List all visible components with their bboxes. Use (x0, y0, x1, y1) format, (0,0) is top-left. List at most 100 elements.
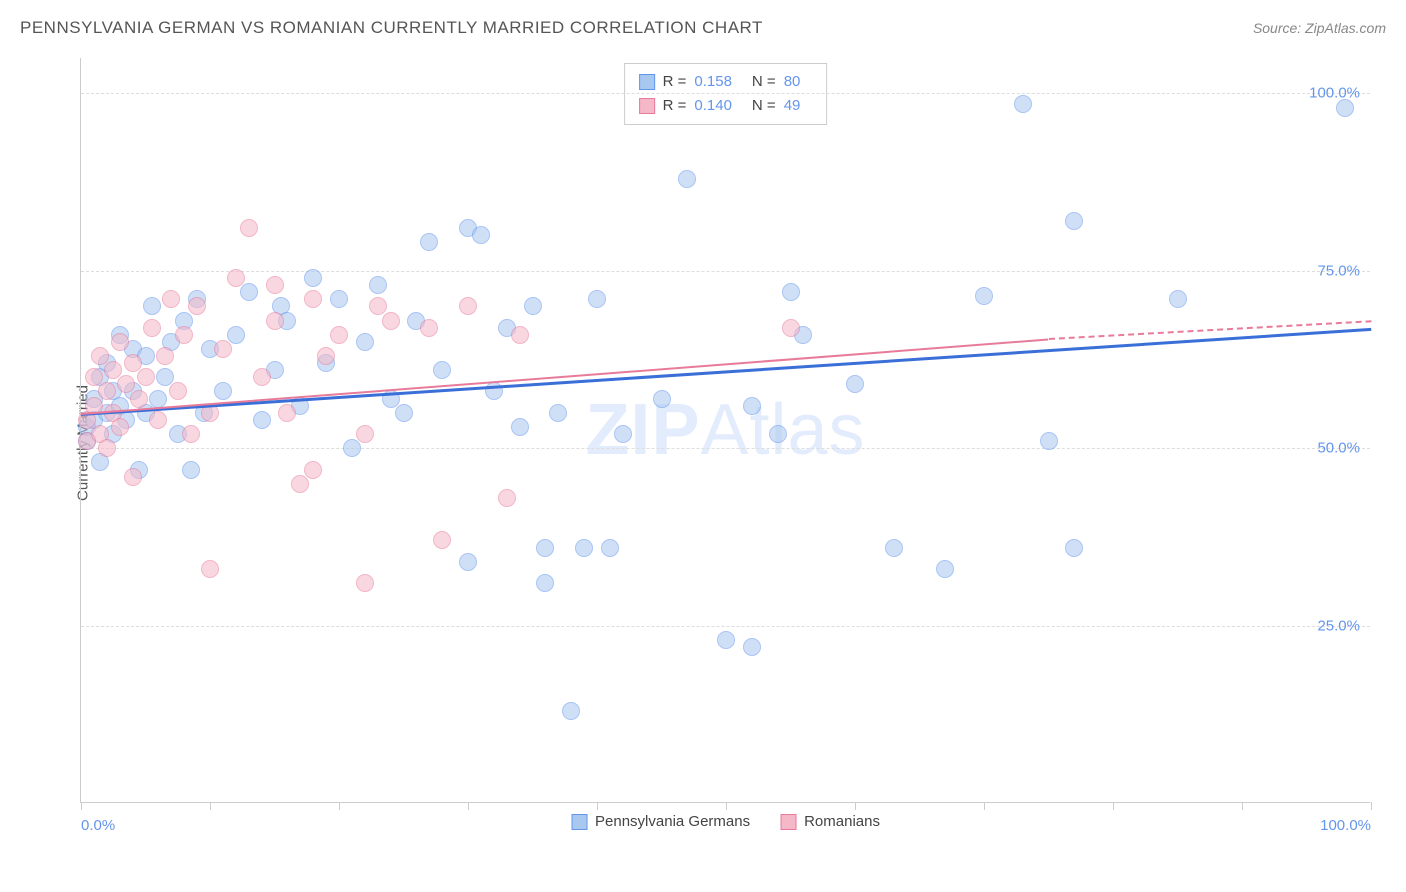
x-tick (1113, 802, 1114, 810)
x-tick (468, 802, 469, 810)
data-point (253, 411, 271, 429)
data-point (214, 382, 232, 400)
data-point (936, 560, 954, 578)
x-tick (339, 802, 340, 810)
chart-source: Source: ZipAtlas.com (1253, 20, 1386, 36)
y-tick-label: 50.0% (1317, 440, 1360, 457)
data-point (395, 404, 413, 422)
data-point (459, 297, 477, 315)
plot-area: ZIPAtlas R = 0.158 N = 80 R = 0.140 N = … (80, 58, 1370, 803)
data-point (782, 283, 800, 301)
chart-container: Currently Married ZIPAtlas R = 0.158 N =… (50, 58, 1390, 828)
data-point (511, 326, 529, 344)
gridline (81, 93, 1370, 94)
data-point (143, 297, 161, 315)
swatch-series-2 (639, 98, 655, 114)
data-point (137, 368, 155, 386)
data-point (1014, 95, 1032, 113)
data-point (536, 539, 554, 557)
data-point (472, 226, 490, 244)
gridline (81, 626, 1370, 627)
data-point (182, 425, 200, 443)
data-point (291, 475, 309, 493)
data-point (459, 553, 477, 571)
data-point (356, 574, 374, 592)
legend-item-2: Romanians (780, 813, 880, 830)
data-point (266, 312, 284, 330)
data-point (420, 319, 438, 337)
chart-title: PENNSYLVANIA GERMAN VS ROMANIAN CURRENTL… (20, 18, 763, 38)
data-point (743, 638, 761, 656)
data-point (1169, 290, 1187, 308)
data-point (169, 382, 187, 400)
data-point (149, 411, 167, 429)
data-point (588, 290, 606, 308)
data-point (1065, 539, 1083, 557)
data-point (885, 539, 903, 557)
data-point (111, 418, 129, 436)
data-point (98, 382, 116, 400)
data-point (356, 333, 374, 351)
y-tick-label: 100.0% (1309, 85, 1360, 102)
data-point (330, 326, 348, 344)
data-point (601, 539, 619, 557)
data-point (511, 418, 529, 436)
data-point (549, 404, 567, 422)
data-point (498, 489, 516, 507)
x-tick (81, 802, 82, 810)
data-point (1336, 99, 1354, 117)
y-tick-label: 75.0% (1317, 262, 1360, 279)
data-point (562, 702, 580, 720)
x-tick (984, 802, 985, 810)
data-point (201, 560, 219, 578)
data-point (149, 390, 167, 408)
data-point (975, 287, 993, 305)
r-value-1: 0.158 (694, 70, 732, 94)
data-point (240, 283, 258, 301)
bottom-legend: Pennsylvania Germans Romanians (571, 813, 880, 830)
data-point (769, 425, 787, 443)
data-point (98, 439, 116, 457)
data-point (330, 290, 348, 308)
data-point (433, 361, 451, 379)
x-tick (726, 802, 727, 810)
data-point (846, 375, 864, 393)
data-point (782, 319, 800, 337)
correlation-row-2: R = 0.140 N = 49 (639, 94, 813, 118)
data-point (536, 574, 554, 592)
x-tick (1371, 802, 1372, 810)
data-point (304, 269, 322, 287)
data-point (382, 312, 400, 330)
gridline (81, 271, 1370, 272)
correlation-row-1: R = 0.158 N = 80 (639, 70, 813, 94)
data-point (343, 439, 361, 457)
data-point (227, 269, 245, 287)
data-point (188, 297, 206, 315)
data-point (227, 326, 245, 344)
data-point (214, 340, 232, 358)
data-point (111, 333, 129, 351)
y-tick-label: 25.0% (1317, 617, 1360, 634)
n-value-1: 80 (784, 70, 801, 94)
x-tick (1242, 802, 1243, 810)
swatch-series-1-icon (571, 814, 587, 830)
data-point (182, 461, 200, 479)
data-point (304, 461, 322, 479)
data-point (1065, 212, 1083, 230)
data-point (240, 219, 258, 237)
data-point (143, 319, 161, 337)
data-point (156, 347, 174, 365)
data-point (130, 390, 148, 408)
n-value-2: 49 (784, 94, 801, 118)
swatch-series-2-icon (780, 814, 796, 830)
data-point (162, 290, 180, 308)
x-tick-label: 100.0% (1320, 817, 1371, 834)
legend-item-1: Pennsylvania Germans (571, 813, 750, 830)
data-point (369, 276, 387, 294)
x-tick (597, 802, 598, 810)
data-point (304, 290, 322, 308)
legend-label-1: Pennsylvania Germans (595, 813, 750, 830)
data-point (253, 368, 271, 386)
x-tick (855, 802, 856, 810)
data-point (678, 170, 696, 188)
